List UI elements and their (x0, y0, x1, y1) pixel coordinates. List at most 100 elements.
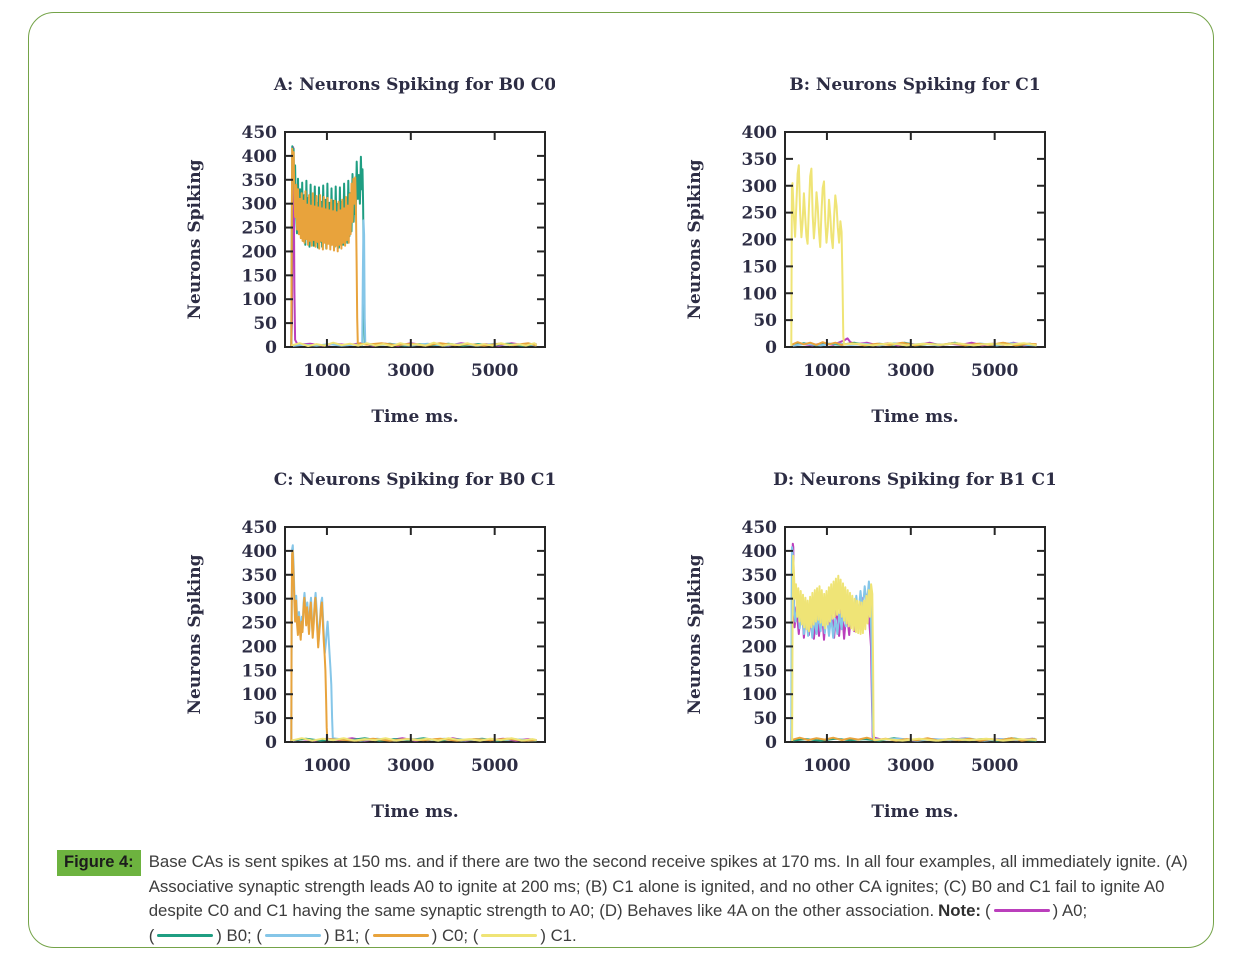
y-tick-label: 0 (265, 733, 277, 753)
x-tick-label: 1000 (303, 756, 350, 776)
caption-text: Base CAs is sent spikes at 150 ms. and i… (149, 850, 1189, 948)
y-tick-label: 100 (742, 685, 778, 705)
y-tick-label: 150 (742, 661, 778, 681)
y-tick-label: 450 (242, 518, 278, 538)
chart-D-svg: D: Neurons Spiking for B1 C1 Neurons Spik… (685, 470, 1057, 822)
x-axis-label: Time ms. (871, 802, 958, 822)
caption-body: Base CAs is sent spikes at 150 ms. and i… (148, 852, 1188, 920)
y-tick-label: 450 (742, 518, 778, 538)
chart-title: D: Neurons Spiking for B1 C1 (773, 470, 1055, 490)
plot-border (284, 131, 546, 348)
y-tick-label: 400 (242, 147, 278, 167)
chart-panel-c: C: Neurons Spiking for B0 C1 Neurons Spik… (185, 467, 556, 827)
y-tick-label: 300 (742, 177, 778, 197)
chart-panel-b: B: Neurons Spiking for C1 Neurons Spiking… (685, 72, 1055, 432)
y-tick-label: 0 (765, 338, 777, 358)
series-C1 (791, 554, 1037, 742)
chart-B-svg: B: Neurons Spiking for C1 Neurons Spiking… (685, 75, 1046, 427)
y-tick-label: 200 (742, 637, 778, 657)
y-tick-label: 100 (742, 284, 778, 304)
x-tick-label: 3000 (387, 756, 434, 776)
y-tick-label: 250 (742, 204, 778, 224)
series-B1 (290, 544, 537, 742)
x-tick-label: 5000 (471, 756, 518, 776)
legend-item-C1: () C1. (472, 925, 577, 945)
plot-border (784, 131, 1046, 348)
x-tick-label: 5000 (471, 361, 518, 381)
y-axis-label: Neurons Spiking (185, 159, 205, 319)
y-tick-label: 0 (265, 338, 277, 358)
chart-panel-d: D: Neurons Spiking for B1 C1 Neurons Spik… (685, 467, 1057, 827)
legend-line-B0 (157, 933, 214, 937)
series-C0 (290, 549, 537, 742)
chart-A-svg: A: Neurons Spiking for B0 C0 Neurons Spik… (185, 75, 556, 427)
figure-number-badge: Figure 4: (57, 850, 141, 876)
x-tick-label: 3000 (887, 756, 934, 776)
y-tick-label: 400 (742, 123, 778, 143)
x-tick-label: 1000 (803, 756, 850, 776)
legend-item-B1: () B1; (256, 925, 365, 945)
x-axis-label: Time ms. (871, 407, 958, 427)
y-tick-label: 350 (242, 566, 278, 586)
y-tick-label: 250 (242, 219, 278, 239)
figure-frame (28, 12, 1214, 948)
x-axis-label: Time ms. (371, 802, 458, 822)
y-axis-label: Neurons Spiking (685, 554, 705, 714)
plot-border (284, 526, 546, 743)
series-B1 (790, 546, 1038, 742)
y-tick-label: 300 (742, 590, 778, 610)
y-tick-label: 250 (742, 614, 778, 634)
y-tick-label: 150 (242, 661, 278, 681)
figure-caption: Figure 4: Base CAs is sent spikes at 150… (57, 850, 1189, 948)
y-tick-label: 300 (242, 590, 278, 610)
series-C1 (291, 341, 538, 347)
y-tick-label: 400 (742, 542, 778, 562)
chart-title: B: Neurons Spiking for C1 (789, 75, 1040, 95)
legend-item-C0: () C0; (364, 925, 473, 945)
x-tick-label: 5000 (971, 756, 1018, 776)
y-tick-label: 350 (742, 566, 778, 586)
y-tick-label: 100 (242, 685, 278, 705)
y-tick-label: 250 (242, 614, 278, 634)
series-B0 (290, 145, 537, 347)
chart-title: A: Neurons Spiking for B0 C0 (273, 75, 555, 95)
y-tick-label: 50 (753, 311, 777, 331)
y-tick-label: 200 (242, 637, 278, 657)
legend-line-B1 (264, 933, 321, 937)
y-tick-label: 50 (253, 709, 277, 729)
legend-line-C0 (372, 933, 429, 937)
y-tick-label: 450 (242, 123, 278, 143)
series-A0 (790, 542, 1038, 742)
x-tick-label: 5000 (971, 361, 1018, 381)
y-tick-label: 400 (242, 542, 278, 562)
legend-item-B0: () B0; (148, 925, 257, 945)
y-tick-label: 50 (753, 709, 777, 729)
y-tick-label: 50 (253, 314, 277, 334)
series-C0 (290, 147, 537, 347)
x-tick-label: 1000 (303, 361, 350, 381)
y-tick-label: 200 (742, 231, 778, 251)
caption-legend: () A0; () B0; () B1; () C0; () C1. (149, 901, 1087, 945)
y-tick-label: 100 (242, 290, 278, 310)
chart-panel-a: A: Neurons Spiking for B0 C0 Neurons Spik… (185, 72, 556, 432)
legend-line-C1 (481, 933, 538, 937)
chart-C-svg: C: Neurons Spiking for B0 C1 Neurons Spik… (185, 470, 556, 822)
series-C0 (790, 341, 1037, 347)
y-tick-label: 350 (242, 171, 278, 191)
y-tick-label: 350 (742, 150, 778, 170)
chart-title: C: Neurons Spiking for B0 C1 (274, 470, 555, 490)
caption-note-label: Note: (938, 901, 982, 920)
y-tick-label: 300 (242, 195, 278, 215)
y-tick-label: 0 (765, 733, 777, 753)
series-A0 (290, 146, 537, 347)
y-tick-label: 150 (742, 257, 778, 277)
x-axis-label: Time ms. (371, 407, 458, 427)
series-C1 (790, 164, 1037, 347)
y-axis-label: Neurons Spiking (685, 159, 705, 319)
series-C1 (291, 737, 537, 742)
x-tick-label: 3000 (387, 361, 434, 381)
y-tick-label: 150 (242, 266, 278, 286)
y-tick-label: 200 (242, 242, 278, 262)
plot-border (784, 526, 1046, 743)
